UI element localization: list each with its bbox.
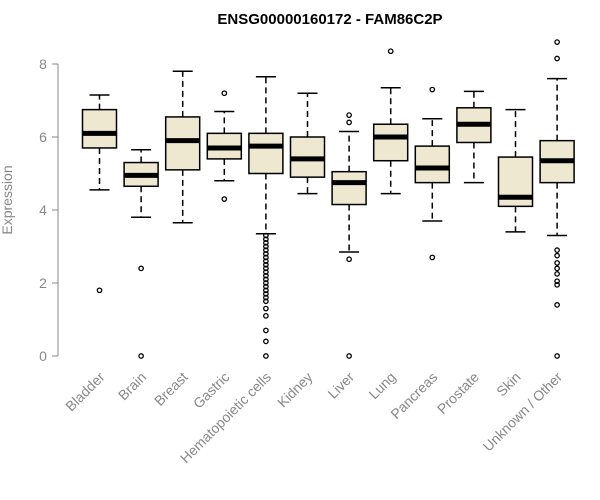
chart-title: ENSG00000160172 - FAM86C2P — [217, 11, 442, 28]
x-tick-label: Skin — [493, 369, 524, 400]
y-axis-label: Expression — [0, 165, 15, 234]
outlier-point — [263, 338, 269, 345]
box-lung — [372, 48, 409, 195]
outlier-point — [263, 261, 269, 268]
outlier-point — [554, 278, 560, 285]
outlier-point — [263, 287, 269, 294]
outlier-point — [263, 247, 269, 253]
box-unknown-other — [539, 39, 575, 359]
outlier-point — [263, 294, 269, 301]
box-gastric — [206, 90, 243, 202]
outlier-point — [263, 305, 269, 312]
y-tick-label: 0 — [39, 348, 47, 364]
outlier-point — [554, 247, 560, 253]
outlier-point — [554, 353, 560, 359]
box-breast — [164, 70, 201, 224]
outlier-point — [263, 291, 269, 297]
x-tick-label: Unknown / Other — [480, 369, 566, 455]
outlier-point — [96, 287, 103, 294]
outlier-point — [263, 272, 269, 279]
outlier-point — [554, 55, 560, 62]
outlier-point — [554, 302, 560, 308]
iqr-box — [331, 170, 367, 206]
iqr-box — [248, 132, 284, 175]
outlier-point — [263, 283, 269, 290]
x-tick-label: Bladder — [62, 369, 108, 415]
outlier-point — [138, 353, 144, 359]
x-tick-label: Kidney — [274, 369, 316, 411]
outlier-point — [554, 271, 560, 277]
outlier-point — [429, 86, 436, 93]
outlier-point — [263, 254, 269, 261]
outlier-point — [554, 252, 560, 259]
box-hematopoietic-cells — [248, 76, 284, 359]
outlier-point — [346, 112, 352, 118]
outlier-point — [263, 243, 269, 250]
y-axis: 0 2 4 6 8 — [39, 56, 59, 364]
box-prostate — [456, 90, 492, 184]
outlier-point — [387, 48, 394, 55]
box-bladder — [81, 94, 118, 294]
y-tick-label: 2 — [39, 275, 47, 291]
outlier-point — [263, 280, 269, 286]
outlier-point — [221, 196, 228, 202]
iqr-box — [164, 116, 201, 171]
outlier-point — [263, 236, 269, 243]
outlier-point — [138, 265, 144, 272]
iqr-box — [81, 108, 118, 149]
outlier-point — [554, 281, 560, 288]
outlier-point — [263, 298, 269, 305]
x-tick-label: Brain — [115, 369, 149, 403]
outlier-point — [346, 256, 352, 263]
x-tick-label: Liver — [324, 369, 357, 402]
box-brain — [123, 149, 159, 359]
outlier-point — [263, 269, 269, 275]
outlier-point — [554, 260, 560, 266]
outlier-point — [263, 250, 269, 257]
box-skin — [497, 108, 534, 233]
x-tick-label: Lung — [365, 369, 398, 402]
outlier-point — [429, 254, 436, 261]
boxes-layer — [81, 39, 575, 359]
outlier-point — [221, 90, 228, 97]
outlier-point — [554, 265, 560, 272]
outlier-point — [263, 276, 269, 283]
y-tick-label: 4 — [39, 202, 47, 218]
iqr-box — [414, 145, 451, 184]
iqr-box — [372, 123, 409, 162]
outlier-point — [263, 258, 269, 264]
x-tick-label: Prostate — [434, 369, 482, 417]
outlier-point — [346, 353, 352, 359]
outlier-point — [263, 353, 269, 359]
y-tick-label: 6 — [39, 129, 47, 145]
outlier-point — [263, 312, 269, 319]
x-tick-label: Breast — [151, 369, 191, 409]
box-liver — [331, 112, 367, 359]
box-kidney — [289, 92, 326, 195]
outlier-point — [263, 232, 269, 239]
outlier-point — [554, 39, 560, 45]
box-pancreas — [414, 86, 451, 261]
outlier-point — [346, 119, 352, 126]
y-tick-label: 8 — [39, 56, 47, 72]
outlier-point — [263, 265, 269, 272]
outlier-point — [263, 240, 269, 246]
outlier-point — [263, 327, 269, 334]
